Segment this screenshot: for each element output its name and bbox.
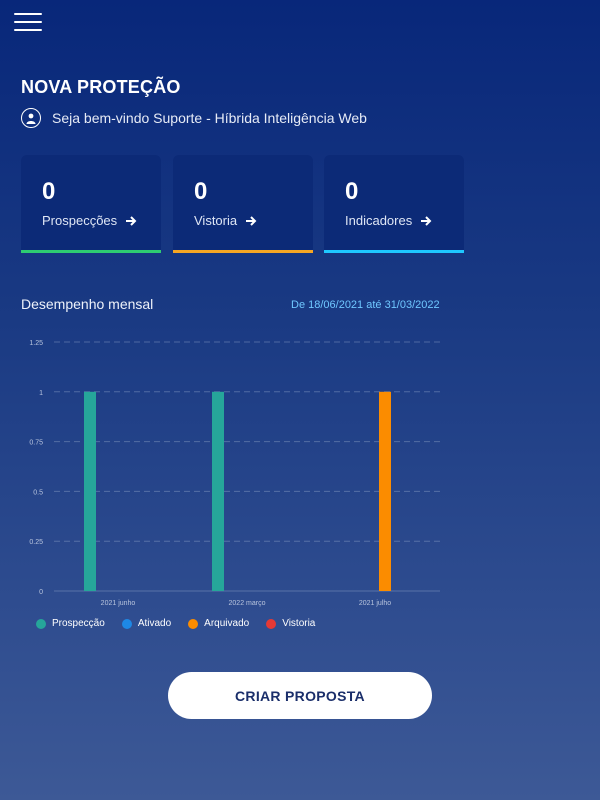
indicadores-count: 0 bbox=[345, 178, 359, 205]
x-tick-label: 2022 março bbox=[229, 600, 266, 607]
legend-dot bbox=[188, 618, 199, 629]
vistoria-label: Vistoria bbox=[194, 213, 238, 228]
welcome-text: Seja bem-vindo Suporte - Híbrida Intelig… bbox=[52, 110, 367, 126]
chart-legend: Prospecção Ativado Arquivado Vistoria bbox=[36, 618, 332, 629]
y-tick-label: 0 bbox=[39, 589, 43, 596]
bar-prospecção bbox=[212, 391, 224, 591]
legend-dot bbox=[121, 618, 132, 629]
card-vistoria[interactable]: 0 Vistoria bbox=[173, 155, 313, 253]
card-accent-bar bbox=[173, 250, 313, 253]
bar-prospecção bbox=[84, 391, 96, 591]
arrow-right-icon bbox=[246, 215, 257, 226]
y-tick-label: 0.75 bbox=[29, 440, 43, 447]
legend-item[interactable]: Ativado bbox=[121, 618, 172, 629]
y-tick-label: 0.5 bbox=[33, 489, 43, 496]
legend-dot bbox=[36, 618, 46, 629]
performance-title: Desempenho mensal bbox=[21, 296, 154, 312]
prospeccoes-count: 0 bbox=[42, 178, 56, 205]
page-title: NOVA PROTEÇÃO bbox=[21, 77, 181, 97]
legend-label: Vistoria bbox=[282, 618, 316, 629]
arrow-right-icon bbox=[421, 215, 432, 226]
y-tick-label: 1 bbox=[39, 390, 43, 397]
bar-arquivado bbox=[379, 391, 391, 591]
card-accent-bar bbox=[324, 250, 464, 253]
x-tick-label: 2021 julho bbox=[359, 600, 391, 607]
prospeccoes-label: Prospecções bbox=[42, 213, 118, 228]
date-range-filter[interactable]: De 18/06/2021 até 31/03/2022 bbox=[291, 299, 440, 311]
indicadores-label: Indicadores bbox=[345, 213, 413, 228]
user-icon bbox=[21, 108, 41, 128]
legend-item[interactable]: Prospecção bbox=[36, 618, 105, 629]
card-indicadores[interactable]: 0 Indicadores bbox=[324, 155, 464, 253]
card-accent-bar bbox=[21, 250, 161, 253]
hamburger-menu-icon[interactable] bbox=[14, 13, 42, 33]
monthly-performance-chart: 1.25 1 0.75 0.5 0.25 0 2021 junho 2022 março 202… bbox=[29, 340, 440, 607]
create-proposal-button[interactable]: CRIAR PROPOSTA bbox=[168, 672, 432, 719]
y-tick-label: 0.25 bbox=[29, 539, 43, 546]
card-prospeccoes[interactable]: 0 Prospecções bbox=[21, 155, 161, 253]
arrow-right-icon bbox=[126, 215, 137, 226]
welcome-message: Seja bem-vindo Suporte - Híbrida Intelig… bbox=[21, 108, 367, 128]
legend-label: Arquivado bbox=[204, 618, 250, 629]
legend-label: Ativado bbox=[137, 618, 172, 629]
legend-dot bbox=[266, 618, 277, 629]
legend-item[interactable]: Arquivado bbox=[188, 618, 249, 629]
legend-item[interactable]: Vistoria bbox=[266, 618, 315, 629]
legend-label: Prospecção bbox=[52, 618, 105, 629]
vistoria-count: 0 bbox=[194, 178, 208, 205]
x-tick-label: 2021 junho bbox=[101, 600, 136, 607]
y-tick-label: 1.25 bbox=[29, 340, 43, 347]
